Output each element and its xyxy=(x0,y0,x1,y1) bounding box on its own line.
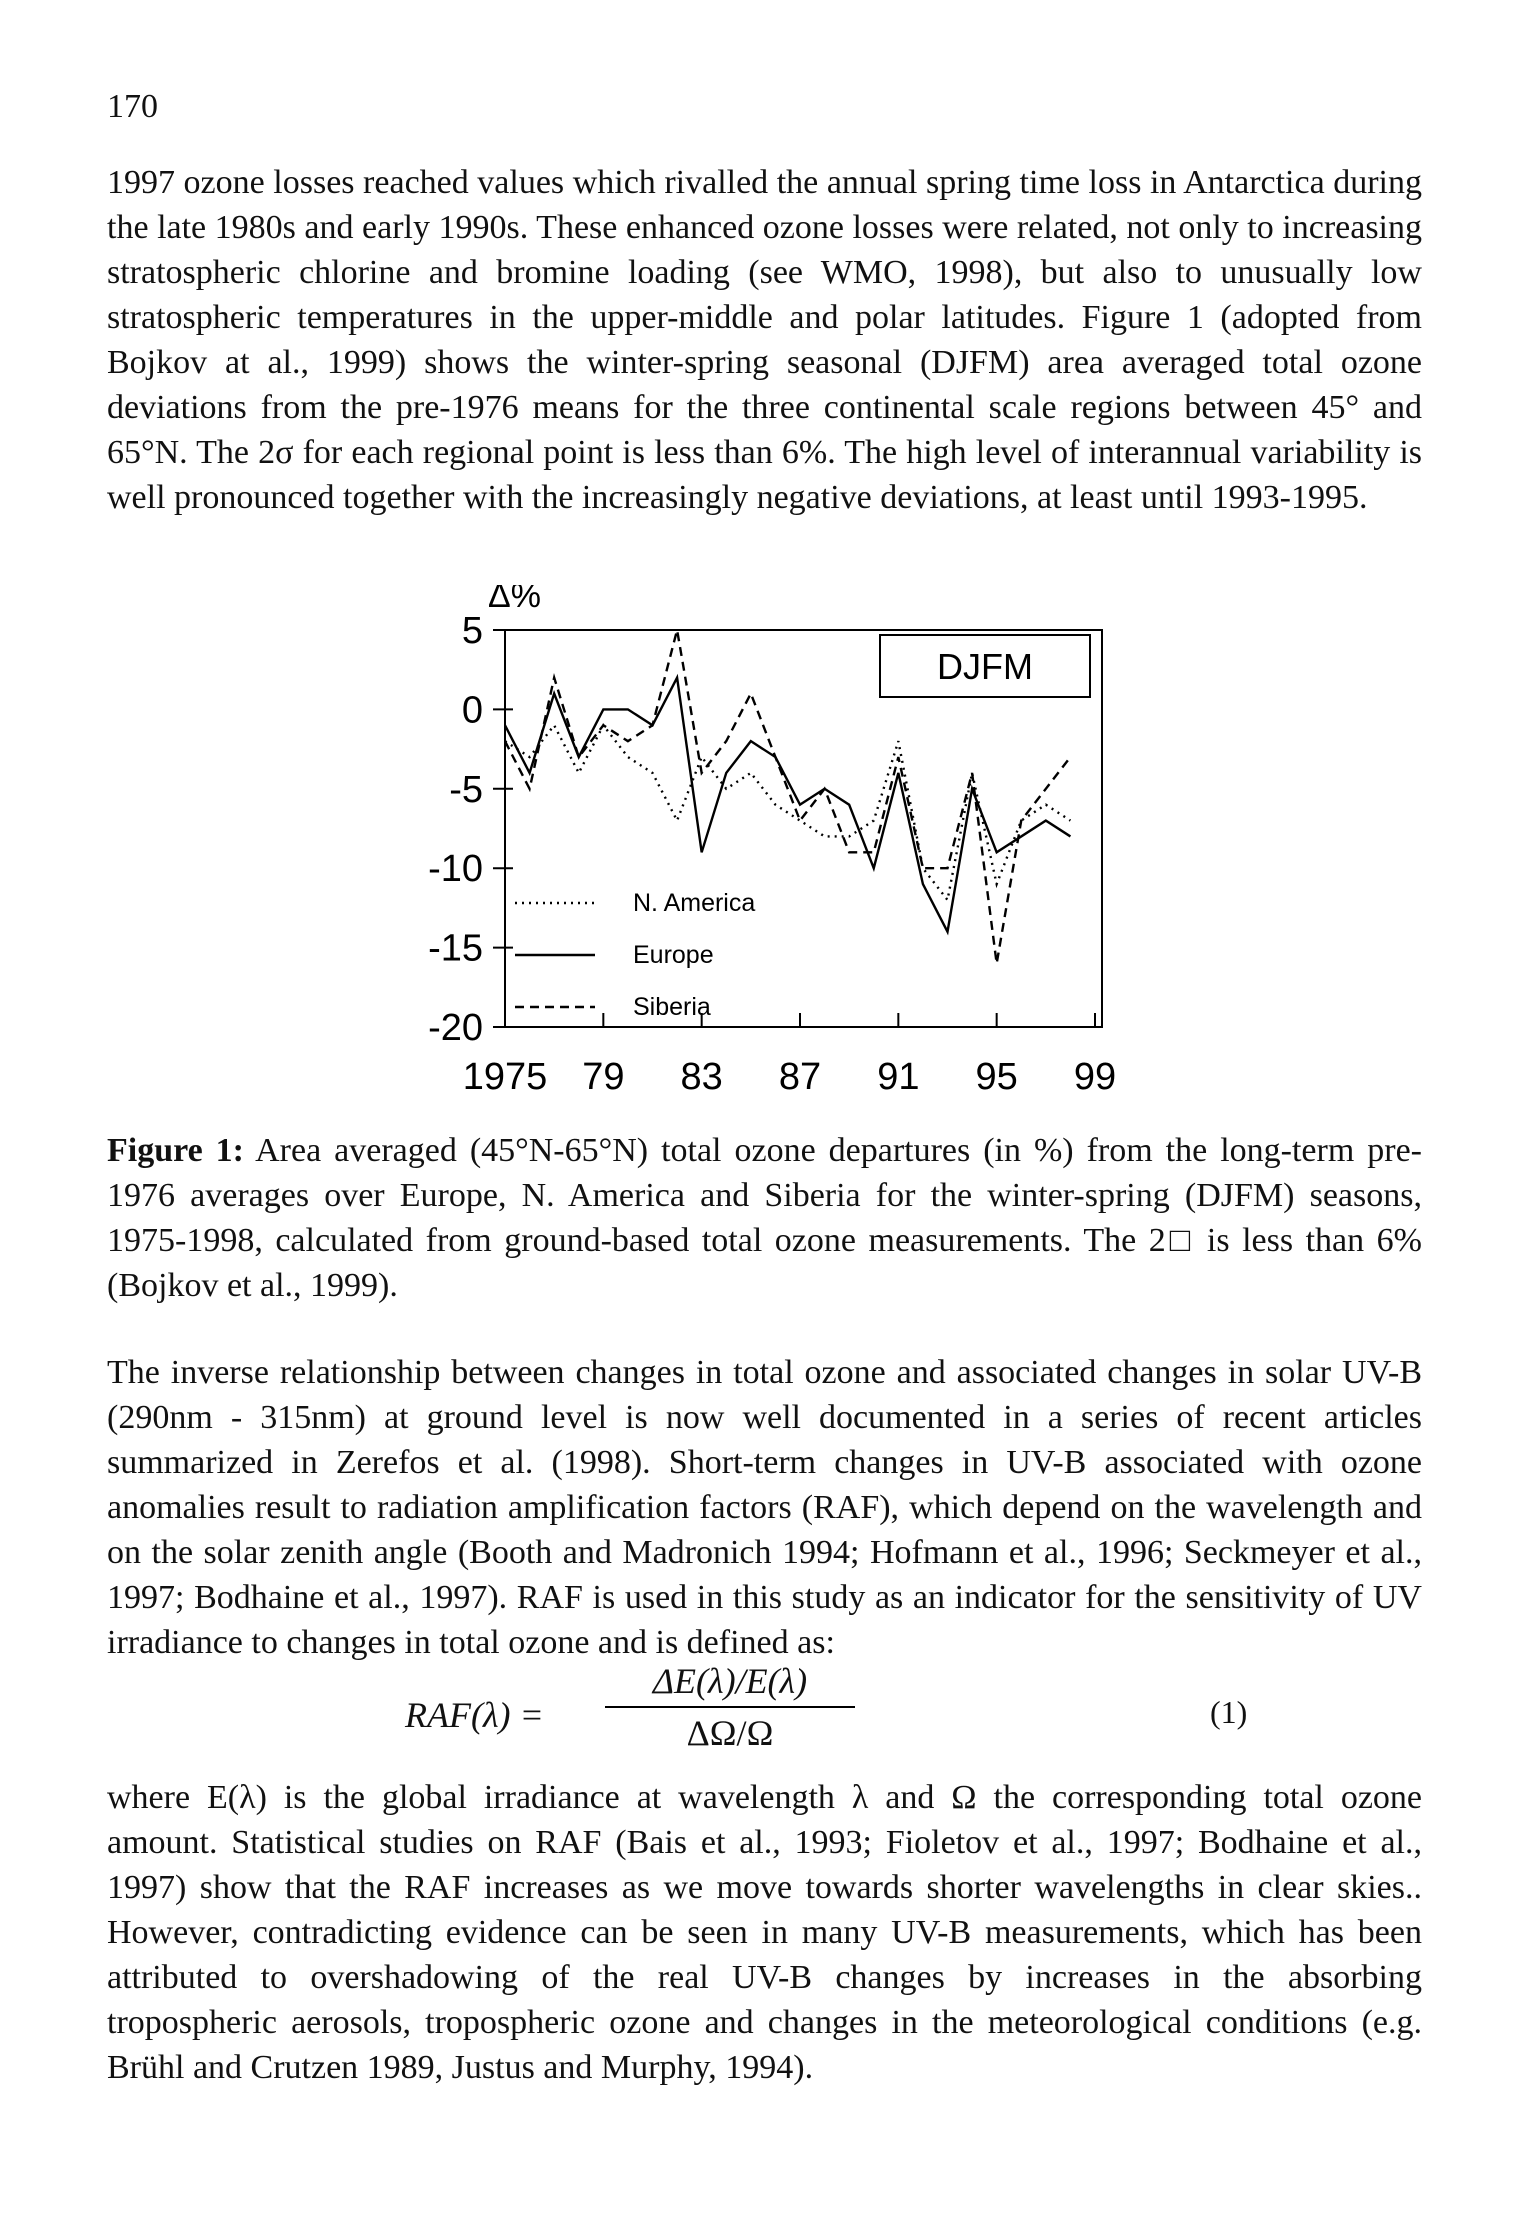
page-number: 170 xyxy=(107,88,158,125)
paragraph: where E(λ) is the global irradiance at w… xyxy=(107,1779,1422,2086)
x-tick-label: 99 xyxy=(1074,1056,1116,1098)
y-axis-label: Δ% xyxy=(488,585,541,615)
x-tick-label: 1975 xyxy=(463,1056,548,1098)
paragraph: 1997 ozone losses reached values which r… xyxy=(107,164,1422,516)
x-tick-label: 95 xyxy=(976,1056,1018,1098)
series-line xyxy=(503,673,1072,936)
fraction-bar xyxy=(605,1706,855,1708)
chart: Δ% DJFM 5 0 -5 -10 -15 -20 1975 79 83 87 91 95 99 N. … xyxy=(428,585,1116,1098)
series-line xyxy=(504,723,1072,903)
plot-frame xyxy=(504,629,1103,1028)
annotation-box xyxy=(879,634,1091,698)
y-tick-label: 0 xyxy=(462,689,483,731)
y-tick-label: -10 xyxy=(428,848,483,890)
y-tick-label: -15 xyxy=(428,928,483,970)
x-tick-label: 87 xyxy=(779,1056,821,1098)
caption-text: Area averaged (45°N-65°N) total ozone de… xyxy=(107,1132,1422,1304)
equation-denominator: ΔΩ/Ω xyxy=(686,1713,774,1753)
series-line xyxy=(503,629,1072,964)
equation-lhs: RAF(λ) = xyxy=(405,1695,544,1735)
caption: Figure 1: Area averaged (45°N-65°N) tota… xyxy=(107,1128,1422,1308)
paragraph: The inverse relationship between changes… xyxy=(107,1354,1422,1661)
equation: RAF(λ) = ΔE(λ)/E(λ) ΔΩ/Ω (1) xyxy=(0,1660,1536,1760)
x-tick-label: 79 xyxy=(582,1056,624,1098)
legend-label: Siberia xyxy=(633,993,711,1021)
caption-label: Figure 1: xyxy=(107,1132,244,1169)
equation-numerator: ΔE(λ)/E(λ) xyxy=(652,1661,808,1701)
annotation: DJFM xyxy=(937,646,1033,687)
equation-number: (1) xyxy=(1210,1694,1248,1730)
x-tick-label: 83 xyxy=(681,1056,723,1098)
y-tick-label: -20 xyxy=(428,1007,483,1049)
legend-label: N. America xyxy=(633,889,755,917)
legend-label: Europe xyxy=(633,941,714,969)
y-tick-label: 5 xyxy=(462,610,483,652)
y-tick-label: -5 xyxy=(449,769,483,811)
x-tick-label: 91 xyxy=(877,1056,919,1098)
